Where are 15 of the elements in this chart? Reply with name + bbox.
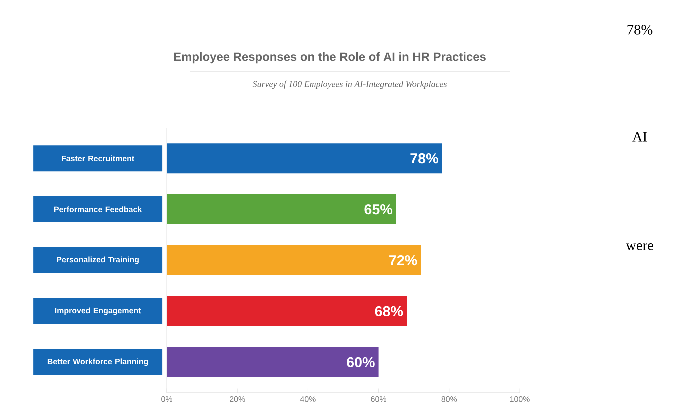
bar [167,296,408,326]
data-label: 65% [364,204,393,215]
data-label: 78% [410,154,438,164]
data-label: 60% [347,357,375,368]
chart-subtitle: Survey of 100 Employees in AI-Integrated Workplaces [252,80,447,90]
text: were [626,244,654,250]
chart-title: Employee Responses on the Role of AI in HR Practices [174,52,486,64]
data-label: 72% [390,255,418,266]
data-label: 68% [375,306,404,317]
bar [167,347,379,378]
bar [167,246,422,276]
bar [167,194,396,225]
bar [167,144,442,174]
text: AI [632,132,648,142]
text: 78% [628,25,653,35]
